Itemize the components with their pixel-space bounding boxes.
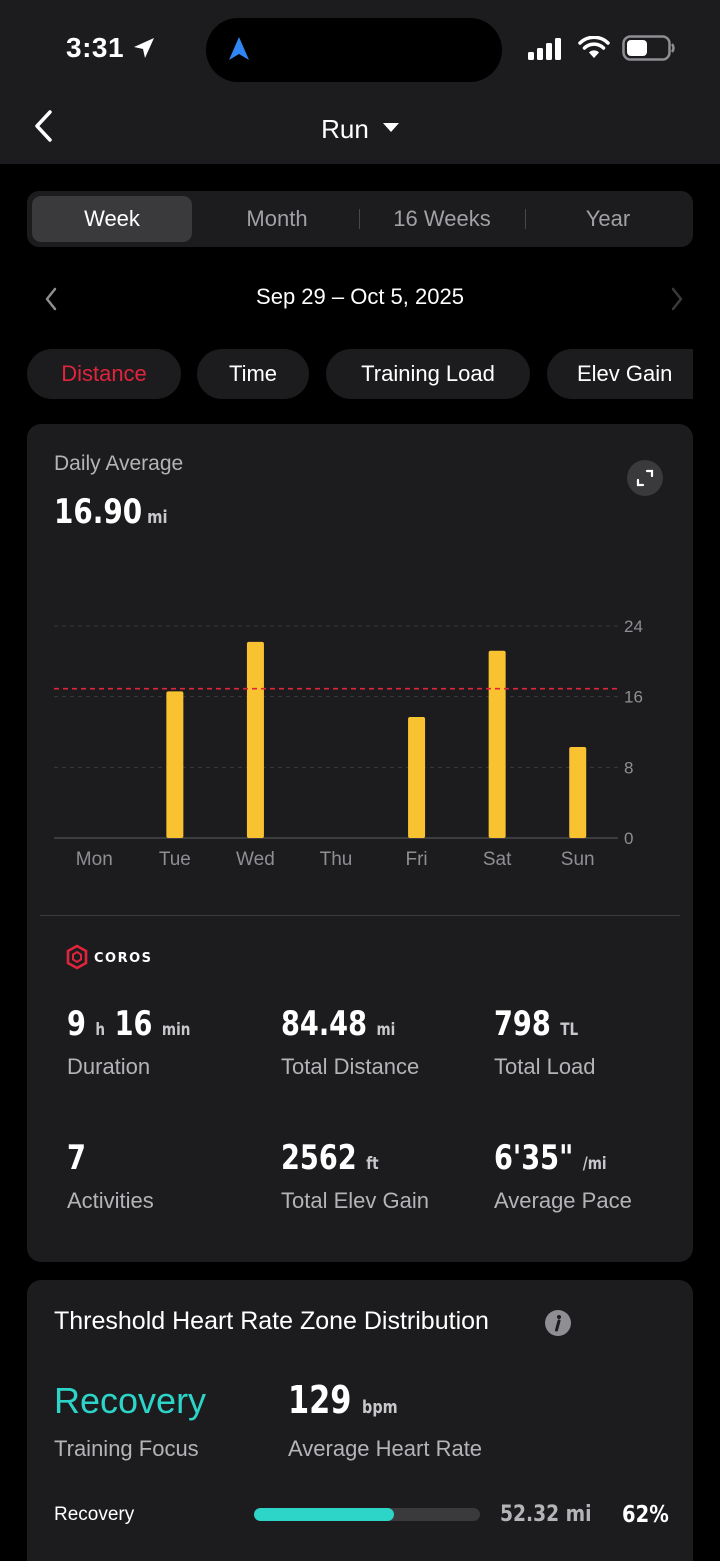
bar-tue: [166, 691, 184, 838]
tab-month[interactable]: Month: [246, 206, 308, 231]
y-tick-label: 16: [624, 688, 643, 707]
y-tick-label: 0: [624, 829, 633, 848]
daily-average-label: Daily Average: [54, 452, 184, 475]
zone-progress-fill: [254, 1508, 395, 1521]
metric-distance-pill[interactable]: Distance: [27, 349, 181, 399]
y-tick-label: 8: [624, 758, 633, 777]
navigation-icon: [229, 37, 249, 60]
section-divider: [40, 915, 680, 916]
zone-percent: 62%: [622, 1502, 669, 1528]
daily-average-value: 16.90 mi: [54, 492, 168, 532]
duration-label: Duration: [67, 1054, 151, 1079]
hr-zone-title: Threshold Heart Rate Zone Distribution: [54, 1307, 489, 1335]
bar-sun: [569, 747, 587, 838]
average-pace-value: 6'35" /mi: [494, 1138, 607, 1178]
metric-time-pill[interactable]: Time: [197, 349, 309, 399]
period-segmented-control: Week Month 16 Weeks Year: [27, 191, 693, 247]
elev-gain-label: Total Elev Gain: [281, 1188, 429, 1213]
x-tick-label: Sat: [483, 849, 512, 870]
coros-logo: COROS: [66, 944, 153, 970]
dropdown-caret-icon: [382, 122, 399, 132]
svg-text:COROS: COROS: [94, 951, 153, 966]
tab-divider: [359, 209, 360, 229]
next-period-chevron-icon[interactable]: [670, 286, 684, 312]
tab-week[interactable]: Week: [32, 196, 192, 242]
average-pace-label: Average Pace: [494, 1188, 632, 1213]
training-focus-value: Recovery: [54, 1380, 207, 1421]
zone-distance: 52.32 mi: [500, 1502, 592, 1527]
x-tick-label: Thu: [320, 849, 353, 870]
dynamic-island: [206, 18, 502, 82]
tab-year[interactable]: Year: [585, 206, 631, 231]
total-distance-label: Total Distance: [281, 1054, 420, 1079]
tab-divider: [525, 209, 526, 229]
previous-period-chevron-icon[interactable]: [44, 286, 58, 312]
x-tick-label: Tue: [159, 849, 191, 870]
bar-sat: [488, 650, 506, 838]
distance-bar-chart: 24 16 8 0 Mon Tue Wed Thu Fri Sat Sun: [54, 617, 643, 870]
info-icon[interactable]: [544, 1309, 572, 1337]
y-tick-label: 24: [624, 617, 643, 636]
total-load-value: 798 TL: [494, 1004, 579, 1044]
status-time: 3:31: [66, 32, 125, 63]
tab-16-weeks[interactable]: 16 Weeks: [393, 206, 491, 231]
bar-wed: [246, 641, 264, 838]
battery-icon: [622, 35, 675, 61]
activities-value: 7: [67, 1138, 86, 1178]
expand-chart-button[interactable]: [627, 460, 663, 496]
total-load-label: Total Load: [494, 1054, 596, 1079]
x-tick-label: Mon: [76, 849, 113, 870]
wifi-icon: [578, 36, 610, 58]
average-heart-rate-value: 129 bpm: [288, 1378, 398, 1422]
average-heart-rate-label: Average Heart Rate: [288, 1436, 483, 1461]
x-tick-label: Wed: [236, 849, 275, 870]
back-chevron-icon[interactable]: [30, 108, 58, 144]
cellular-signal-icon: [528, 38, 561, 60]
date-range: Sep 29 – Oct 5, 2025: [256, 284, 464, 309]
total-distance-value: 84.48 mi: [281, 1004, 396, 1044]
elev-gain-value: 2562 ft: [281, 1138, 379, 1178]
zone-name: Recovery: [54, 1504, 135, 1525]
location-arrow-icon: [134, 38, 154, 58]
metric-elev-gain-pill[interactable]: Elev Gain: [547, 349, 693, 399]
zone-progress-track: [254, 1508, 480, 1521]
activities-label: Activities: [67, 1188, 154, 1213]
expand-icon: [636, 469, 654, 487]
duration-value: 9 h 16 min: [67, 1004, 191, 1044]
training-focus-label: Training Focus: [54, 1436, 199, 1461]
bar-fri: [408, 716, 426, 838]
sport-title: Run: [321, 113, 369, 144]
distance-chart-card: [27, 424, 693, 1262]
x-tick-label: Fri: [405, 849, 427, 870]
sport-selector[interactable]: Run: [0, 112, 720, 145]
x-tick-label: Sun: [561, 849, 595, 870]
metric-training-load-pill[interactable]: Training Load: [326, 349, 530, 399]
